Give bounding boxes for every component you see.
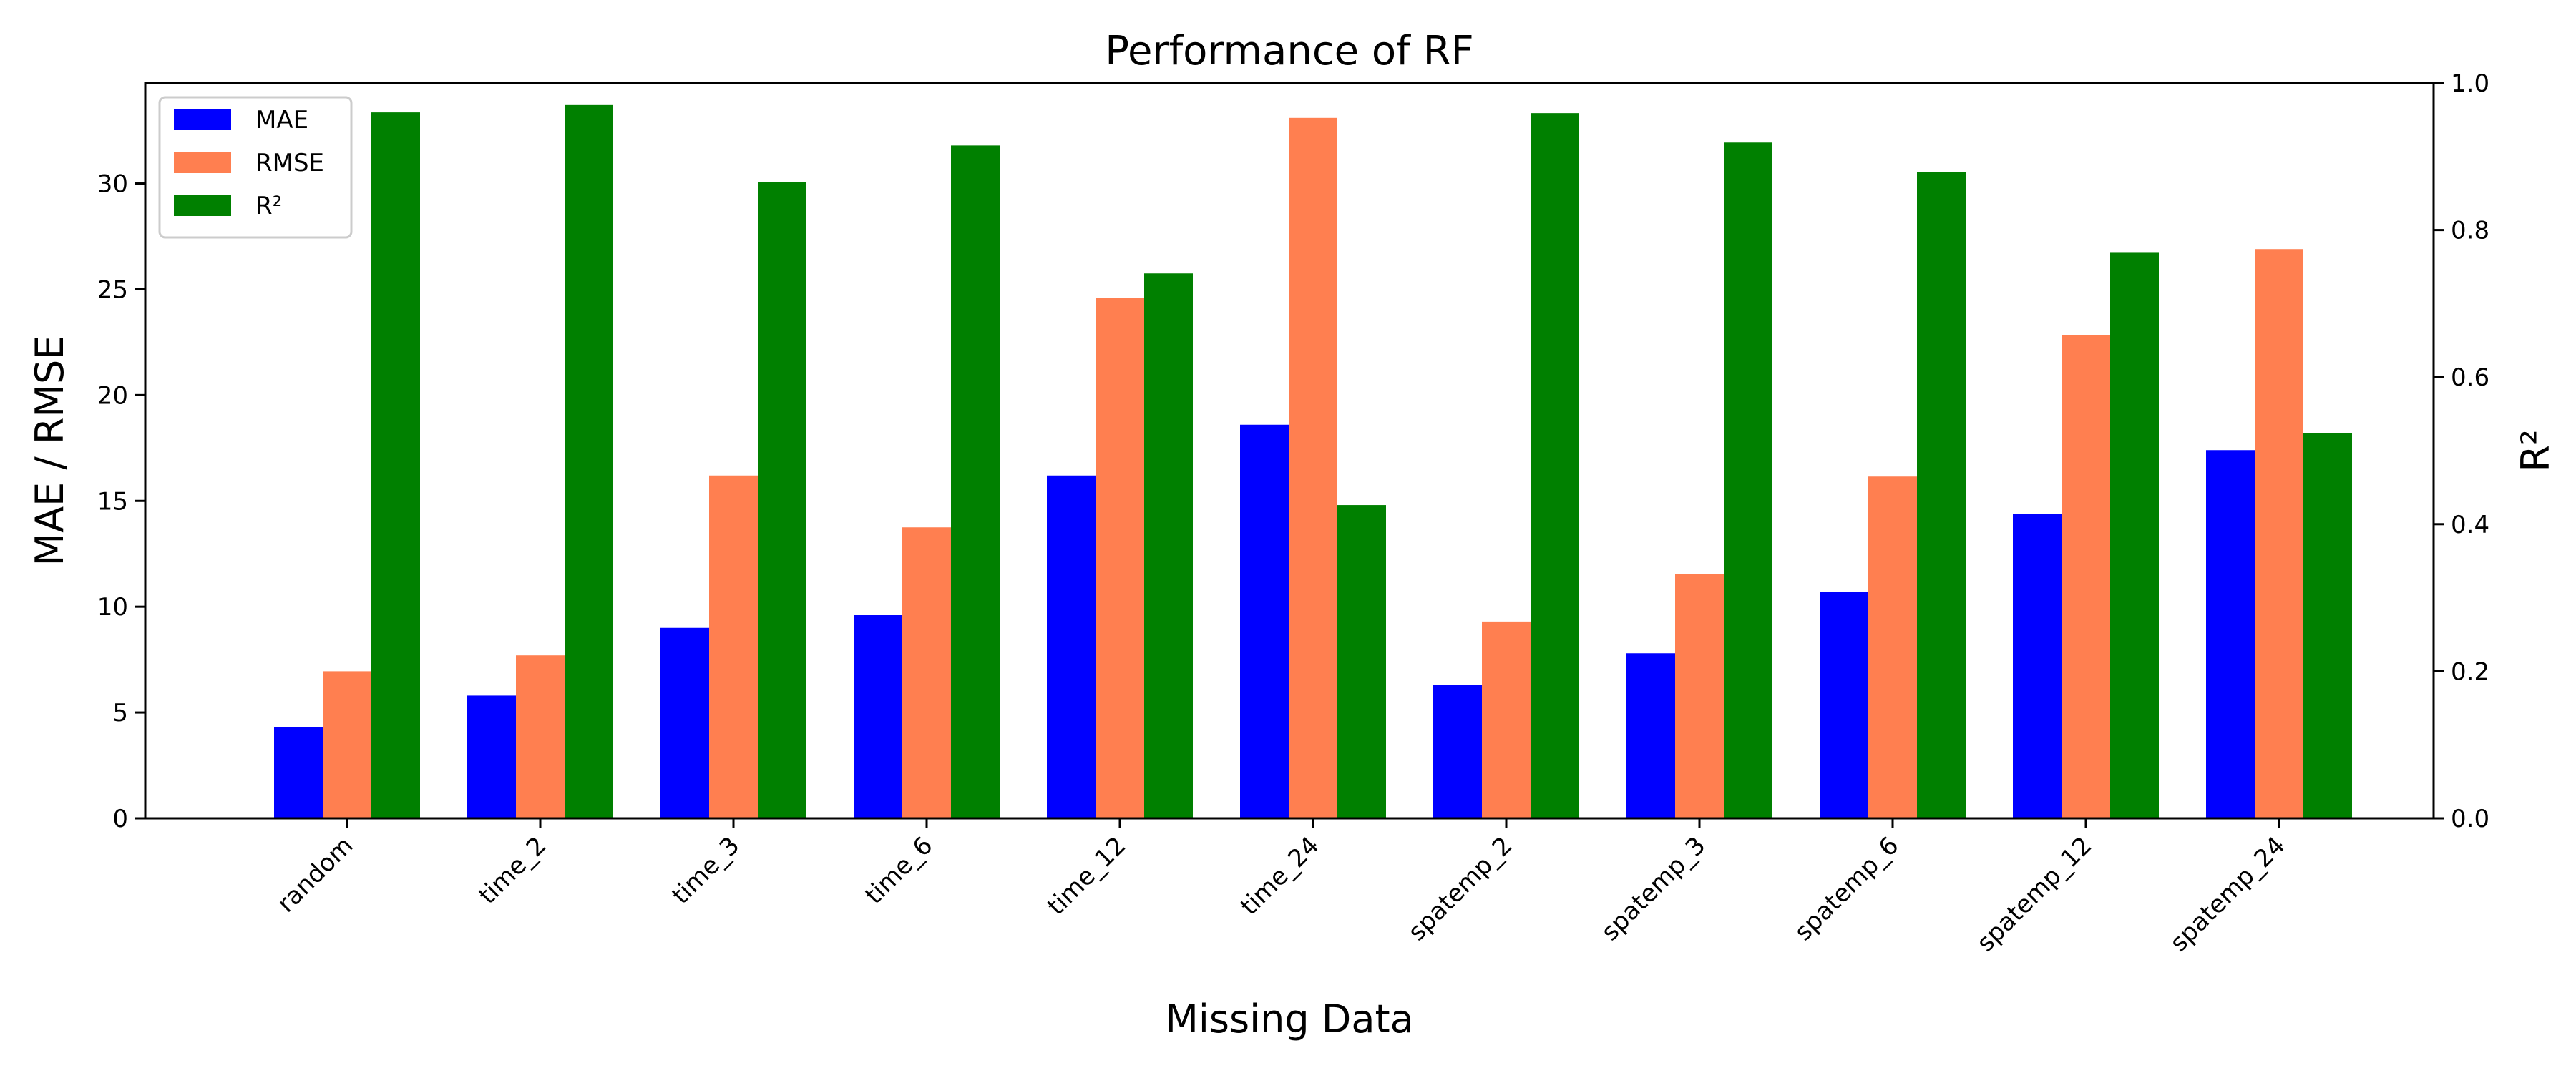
bar-r2-time_24	[1337, 505, 1386, 818]
y-axis-label: MAE / RMSE	[27, 335, 72, 567]
x-tick-label: time_3	[666, 831, 745, 910]
bar-r2-time_3	[758, 182, 806, 818]
bar-mae-time_2	[467, 695, 516, 818]
legend-label: MAE	[255, 106, 308, 134]
x-tick-label: time_24	[1235, 831, 1324, 921]
x-axis-label: Missing Data	[1165, 996, 1413, 1042]
x-tick-label: time_6	[859, 831, 938, 910]
y2-tick-label: 1.0	[2451, 69, 2489, 98]
y-tick-label: 20	[97, 381, 128, 410]
x-tick-label: time_2	[473, 831, 552, 910]
bar-r2-spatemp_12	[2110, 252, 2159, 818]
bar-rmse-spatemp_2	[1482, 621, 1531, 818]
y-tick-label: 0	[112, 805, 128, 833]
bar-mae-time_6	[854, 615, 902, 818]
legend-swatch	[174, 195, 231, 216]
bar-rmse-spatemp_24	[2255, 249, 2303, 818]
y2-tick-label: 0.4	[2451, 511, 2489, 539]
bar-rmse-spatemp_3	[1675, 574, 1724, 818]
bar-r2-time_6	[951, 145, 1000, 818]
y-tick-label: 25	[97, 275, 128, 304]
bar-mae-random	[274, 727, 323, 818]
bar-rmse-time_6	[902, 527, 951, 818]
bar-mae-time_3	[660, 627, 709, 818]
right-axis: 0.0 0.2 0.4 0.6 0.8 1.0	[2434, 69, 2489, 833]
y2-axis-label: R²	[2513, 429, 2558, 471]
bar-r2-time_12	[1144, 273, 1193, 818]
chart-title: Performance of RF	[1105, 28, 1474, 74]
bar-rmse-time_24	[1289, 117, 1337, 818]
bar-mae-time_24	[1240, 424, 1289, 818]
bar-rmse-spatemp_6	[1868, 476, 1917, 818]
bars-layer	[274, 104, 2352, 819]
x-axis: random time_2 time_3 time_6 time_12 time_24 sp…	[272, 818, 2290, 957]
bar-r2-spatemp_3	[1724, 142, 1772, 818]
left-axis: 0 5 10 15 20 25 30	[97, 170, 145, 833]
x-tick-label: spatemp_6	[1789, 831, 1904, 946]
x-tick-label: spatemp_3	[1596, 831, 1711, 946]
bar-rmse-time_2	[516, 655, 565, 818]
y2-tick-label: 0.8	[2451, 217, 2489, 245]
y-tick-label: 15	[97, 487, 128, 516]
bar-rmse-spatemp_12	[2062, 335, 2110, 818]
bar-rmse-time_3	[709, 475, 758, 818]
legend: MAE RMSE R²	[158, 96, 353, 239]
y-tick-label: 10	[97, 593, 128, 622]
bar-mae-spatemp_24	[2206, 450, 2255, 818]
x-tick-label: spatemp_12	[1971, 831, 2097, 957]
bar-mae-spatemp_6	[1820, 592, 1868, 818]
x-tick-label: random	[272, 831, 359, 918]
bar-mae-spatemp_2	[1433, 685, 1482, 818]
bar-rmse-random	[323, 671, 371, 818]
legend-swatch	[174, 152, 231, 173]
bar-r2-time_2	[565, 104, 613, 819]
y-tick-label: 30	[97, 170, 128, 199]
bar-mae-time_12	[1047, 475, 1096, 818]
bar-rmse-time_12	[1096, 298, 1144, 818]
bar-mae-spatemp_3	[1626, 653, 1675, 818]
bar-r2-random	[371, 112, 420, 818]
y2-tick-label: 0.0	[2451, 805, 2489, 833]
plot-frame	[144, 82, 2435, 820]
bar-mae-spatemp_12	[2013, 514, 2062, 818]
legend-label: RMSE	[255, 149, 324, 177]
bar-r2-spatemp_6	[1917, 172, 1966, 818]
legend-swatch	[174, 109, 231, 130]
y2-tick-label: 0.2	[2451, 657, 2489, 686]
legend-label: R²	[255, 192, 282, 220]
x-tick-label: spatemp_24	[2165, 831, 2290, 957]
y2-tick-label: 0.6	[2451, 363, 2489, 392]
x-tick-label: spatemp_2	[1402, 831, 1518, 946]
bar-r2-spatemp_24	[2303, 433, 2352, 818]
y-tick-label: 5	[112, 699, 128, 727]
bar-r2-spatemp_2	[1531, 113, 1579, 818]
x-tick-label: time_12	[1042, 831, 1131, 921]
